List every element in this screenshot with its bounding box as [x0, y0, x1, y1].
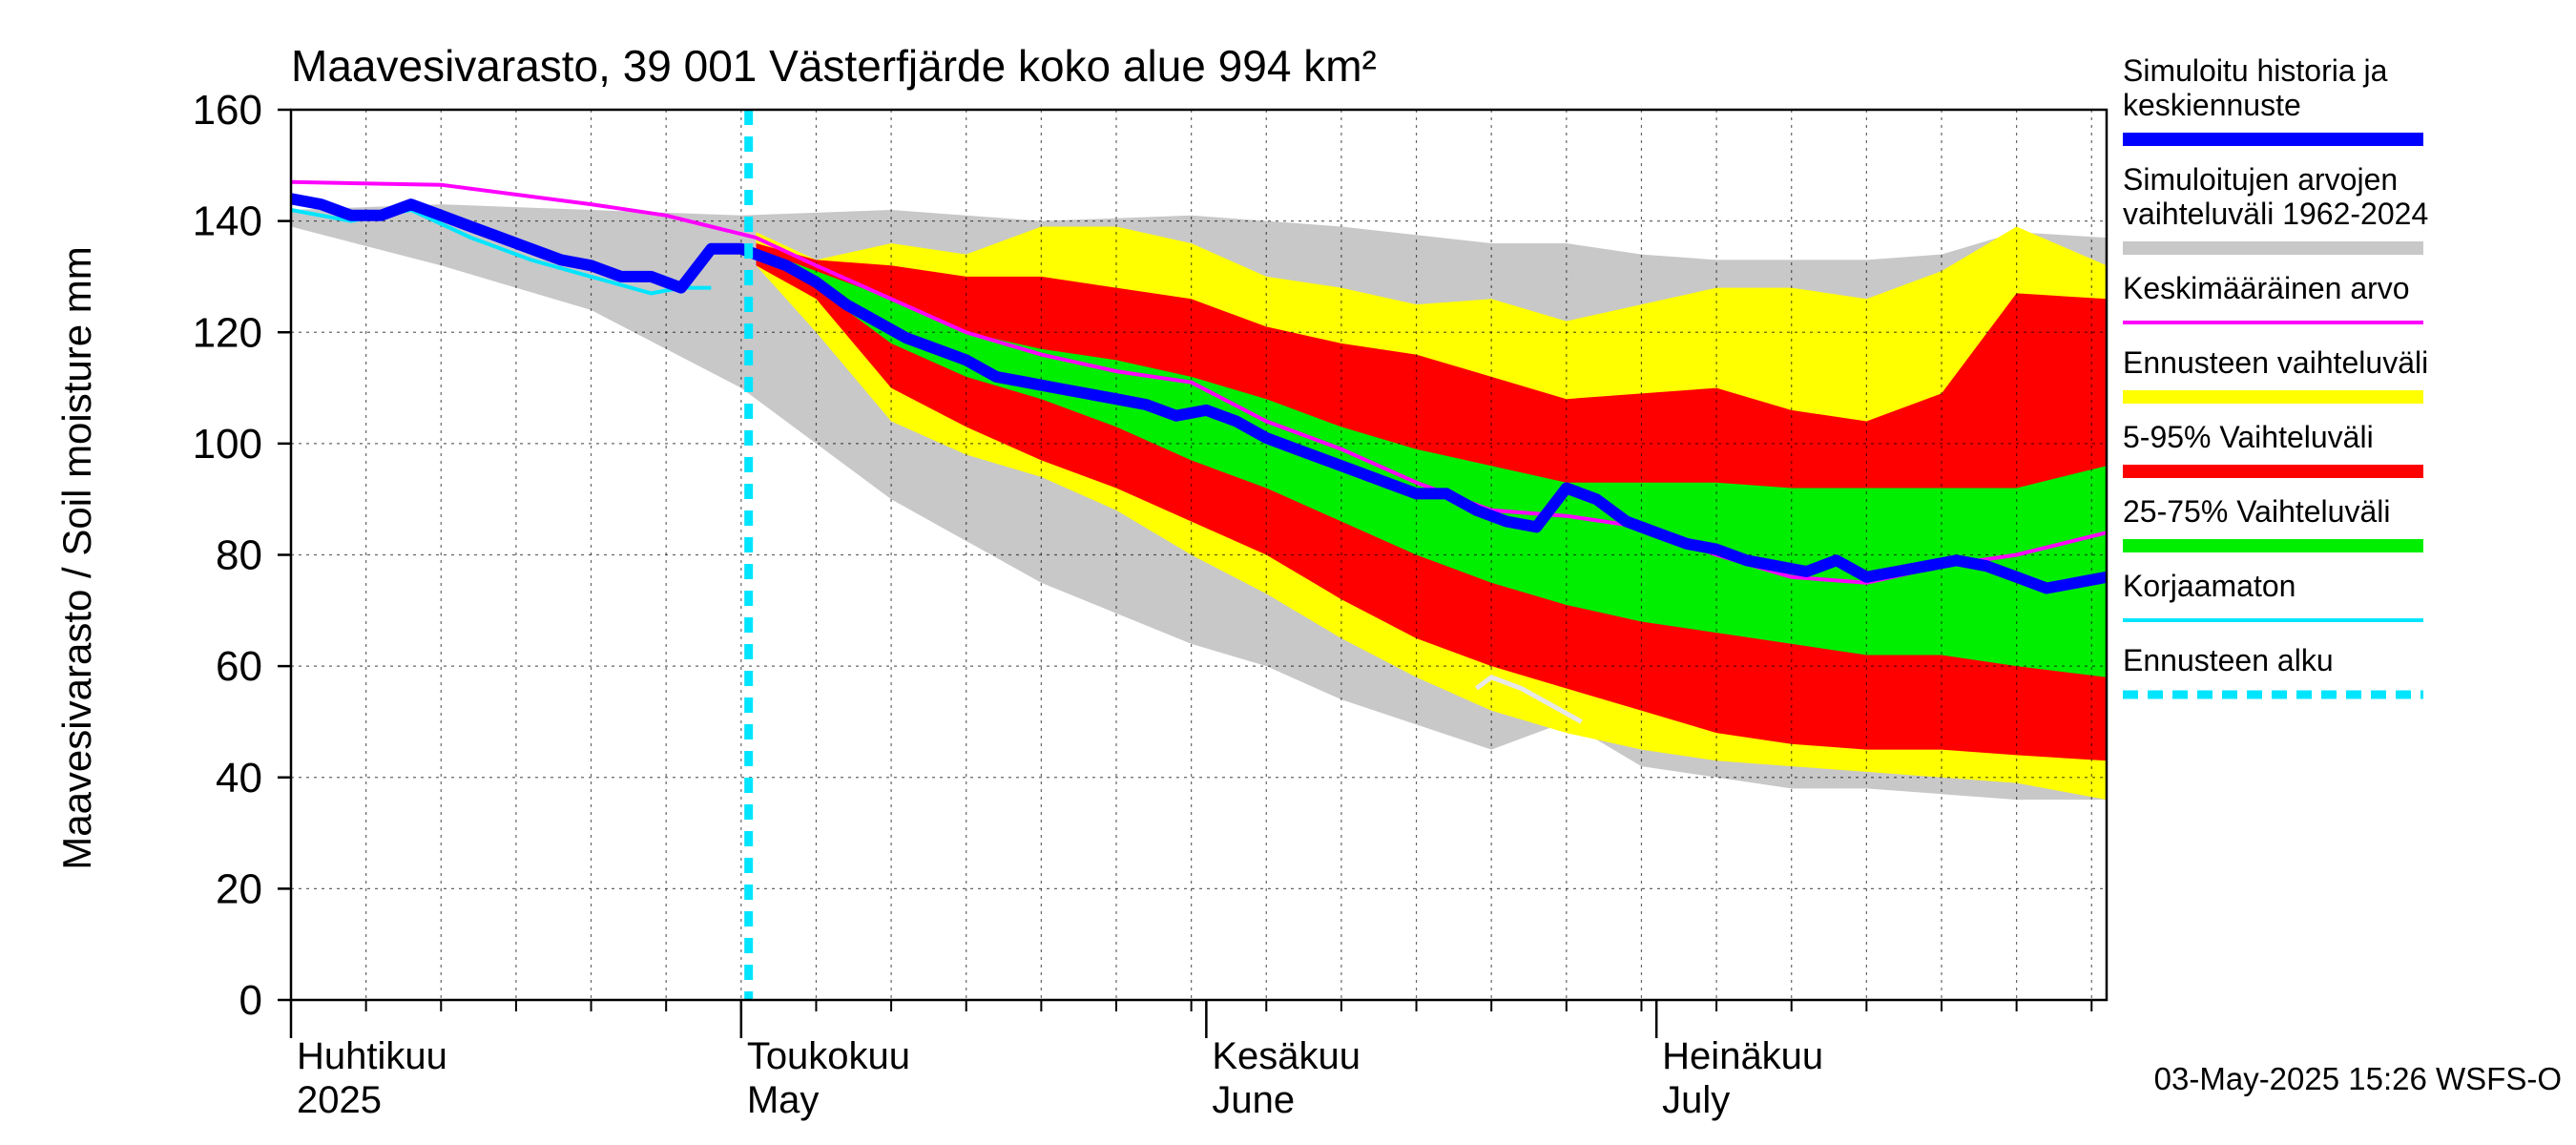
legend-label: keskiennuste [2123, 88, 2301, 122]
month-label-en: May [747, 1079, 820, 1121]
series-lines [289, 110, 2109, 1000]
band-layers [291, 204, 2107, 801]
legend-label: 5-95% Vaihteluväli [2123, 420, 2374, 454]
legend-label: Korjaamaton [2123, 569, 2296, 603]
timestamp-label: 03-May-2025 15:26 WSFS-O [2154, 1061, 2562, 1096]
legend-label: Keskimääräinen arvo [2123, 271, 2410, 305]
legend-label: Ennusteen vaihteluväli [2123, 345, 2428, 380]
y-tick-label: 120 [193, 309, 262, 356]
month-label-fi: Huhtikuu [297, 1035, 447, 1077]
month-label-fi: Heinäkuu [1662, 1035, 1823, 1077]
month-label-en: June [1212, 1079, 1295, 1121]
y-tick-label: 160 [193, 87, 262, 134]
y-tick-label: 40 [216, 755, 262, 802]
chart-title: Maavesivarasto, 39 001 Västerfjärde koko… [291, 41, 1377, 91]
month-label-fi: Kesäkuu [1212, 1035, 1361, 1077]
y-tick-label: 140 [193, 198, 262, 245]
legend-label: 25-75% Vaihteluväli [2123, 494, 2390, 529]
y-tick-label: 60 [216, 643, 262, 690]
sim-history-line [289, 193, 2109, 594]
y-tick-label: 80 [216, 532, 262, 579]
y-tick-label: 100 [193, 421, 262, 468]
legend-label: Simuloitujen arvojen [2123, 162, 2398, 197]
month-label-en: 2025 [297, 1079, 382, 1121]
legend-label: vaihteluväli 1962-2024 [2123, 197, 2428, 231]
y-tick-label: 20 [216, 865, 262, 912]
y-axis-ticks: 0 20 40 60 80 100 120 140 160 [193, 87, 291, 1024]
month-label-fi: Toukokuu [747, 1035, 910, 1077]
scenario-line [1475, 674, 1583, 724]
y-axis-label: Maavesivarasto / Soil moisture mm [54, 246, 99, 870]
grid-lines [291, 110, 2107, 1000]
legend-label: Ennusteen alku [2123, 643, 2334, 677]
legend-label: Simuloitu historia ja [2123, 53, 2388, 88]
month-label-en: July [1662, 1079, 1730, 1121]
mean-line [290, 179, 2108, 585]
y-tick-label: 0 [239, 977, 262, 1024]
